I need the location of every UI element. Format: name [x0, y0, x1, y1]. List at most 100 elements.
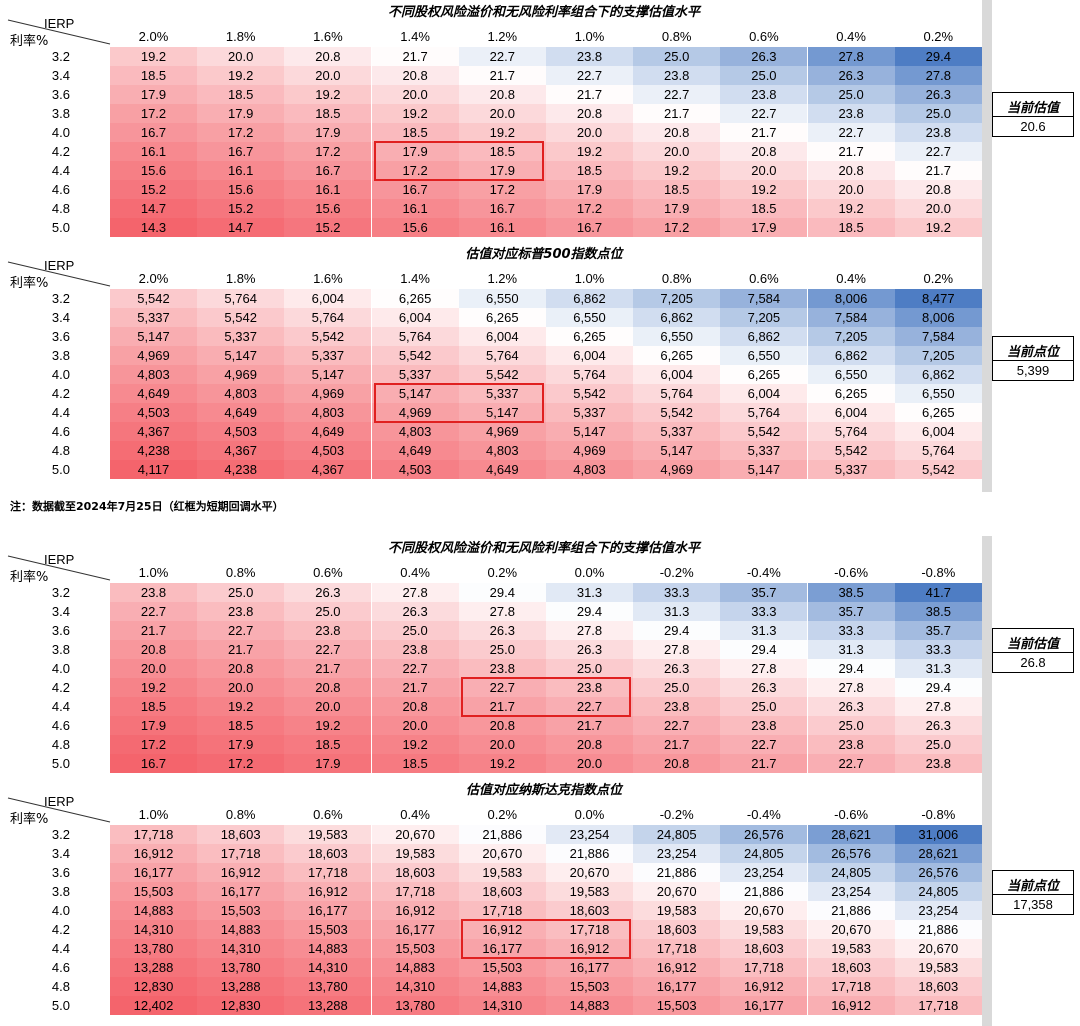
heatmap-cell: 17,718 — [720, 958, 808, 977]
heatmap-cell: 16,912 — [110, 844, 197, 863]
heatmap-cell: 15.2 — [110, 180, 197, 199]
heatmap-cell: 17,718 — [894, 996, 982, 1015]
heatmap-cell: 23.8 — [633, 66, 721, 85]
corner-col-label: IERP — [44, 258, 75, 273]
heatmap-cell: 18,603 — [894, 977, 982, 996]
heatmap-cell: 22.7 — [371, 659, 459, 678]
heatmap-cell: 21.7 — [546, 85, 633, 104]
heatmap-cell: 23.8 — [894, 754, 982, 773]
row-header: 4.8 — [51, 443, 70, 458]
heatmap-cell: 26,576 — [894, 863, 982, 882]
column-header: 1.0% — [138, 565, 169, 580]
heatmap-cell: 17.9 — [197, 735, 285, 754]
column-header: 0.8% — [661, 29, 692, 44]
row-header: 4.4 — [51, 941, 70, 956]
heatmap-cell: 21,886 — [894, 920, 982, 939]
current-value: 20.6 — [993, 116, 1073, 136]
heatmap-cell: 22.7 — [894, 142, 982, 161]
heatmap-cell: 38.5 — [894, 602, 982, 621]
heatmap-cell: 18.5 — [197, 85, 285, 104]
heatmap-cell: 29.4 — [894, 678, 982, 697]
heatmap-cell: 5,337 — [633, 422, 721, 441]
row-header: 3.2 — [51, 585, 70, 600]
heatmap-cell: 21.7 — [894, 161, 982, 180]
heatmap-cell: 17.9 — [284, 754, 372, 773]
heatmap-cell: 4,969 — [197, 365, 285, 384]
heatmap-cell: 5,764 — [458, 346, 546, 365]
heatmap-cell: 4,649 — [458, 460, 546, 479]
heatmap-cell: 6,265 — [807, 384, 895, 403]
heatmap-cell: 23.8 — [284, 621, 372, 640]
heatmap-cell: 6,004 — [546, 346, 633, 365]
heatmap-cell: 5,147 — [458, 403, 546, 422]
heatmap-cell: 4,649 — [197, 403, 285, 422]
heatmap-cell: 21,886 — [720, 882, 808, 901]
corner-diagonal-line — [7, 261, 111, 287]
corner-header — [0, 18, 111, 46]
heatmap-cell: 20.0 — [197, 47, 285, 66]
heatmap-cell: 29.4 — [720, 640, 808, 659]
heatmap-cell: 4,503 — [110, 403, 197, 422]
heatmap-cell: 13,288 — [110, 958, 197, 977]
current-value-box: 当前点位 5,399 — [992, 336, 1074, 381]
heatmap-cell: 6,004 — [284, 289, 372, 308]
current-value: 5,399 — [993, 360, 1073, 380]
heatmap-cell: 18,603 — [197, 825, 285, 844]
heatmap-cell: 4,117 — [110, 460, 197, 479]
heatmap-cell: 4,649 — [371, 441, 459, 460]
column-header: -0.4% — [746, 565, 781, 580]
heatmap-cell: 29.4 — [633, 621, 721, 640]
heatmap-cell: 19,583 — [371, 844, 459, 863]
heatmap-cell: 23.8 — [807, 104, 895, 123]
heatmap-cell: 23.8 — [633, 697, 721, 716]
heatmap-cell: 20.8 — [633, 123, 721, 142]
heatmap-cell: 19,583 — [284, 825, 372, 844]
heatmap-cell: 21.7 — [110, 621, 197, 640]
heatmap-cell: 8,006 — [894, 308, 982, 327]
row-header: 4.2 — [51, 386, 70, 401]
heatmap-cell: 5,764 — [633, 384, 721, 403]
heatmap-cell: 4,803 — [110, 365, 197, 384]
heatmap-cell: 16.1 — [371, 199, 459, 218]
column-header: 0.4% — [836, 29, 866, 44]
heatmap-cell: 31.3 — [546, 583, 633, 602]
current-value-box: 当前估值 26.8 — [992, 628, 1074, 673]
heatmap-cell: 29.4 — [807, 659, 895, 678]
heatmap-cell: 17.9 — [458, 161, 546, 180]
heatmap-cell: 5,542 — [110, 289, 197, 308]
heatmap-cell: 6,004 — [807, 403, 895, 422]
heatmap-cell: 15,503 — [371, 939, 459, 958]
current-value: 26.8 — [993, 652, 1073, 672]
heatmap-cell: 25.0 — [894, 104, 982, 123]
heatmap-cell: 14.3 — [110, 218, 197, 237]
heatmap-cell: 21,886 — [546, 844, 633, 863]
heatmap-cell: 16,177 — [110, 863, 197, 882]
row-header: 5.0 — [51, 998, 70, 1013]
heatmap-cell: 25.0 — [720, 697, 808, 716]
heatmap-cell: 26,576 — [720, 825, 808, 844]
heatmap-cell: 5,147 — [110, 327, 197, 346]
heatmap-cell: 26.3 — [894, 716, 982, 735]
heatmap-cell: 17.2 — [546, 199, 633, 218]
heatmap-cell: 15.6 — [197, 180, 285, 199]
heatmap-cell: 19.2 — [720, 180, 808, 199]
row-header: 4.0 — [51, 903, 70, 918]
heatmap-cell: 17,718 — [458, 901, 546, 920]
heatmap-cell: 31.3 — [807, 640, 895, 659]
heatmap-cell: 4,969 — [458, 422, 546, 441]
heatmap-cell: 17.2 — [197, 123, 285, 142]
heatmap-cell: 14,883 — [371, 958, 459, 977]
heatmap-cell: 14,883 — [284, 939, 372, 958]
heatmap-cell: 21.7 — [807, 142, 895, 161]
heatmap-cell: 6,550 — [633, 327, 721, 346]
heatmap-cell: 38.5 — [807, 583, 895, 602]
column-header: 1.4% — [400, 271, 430, 286]
heatmap-cell: 21.7 — [720, 123, 808, 142]
heatmap-cell: 20,670 — [371, 825, 459, 844]
divider-bar — [982, 780, 992, 1026]
column-header: 1.0% — [574, 271, 605, 286]
current-value-label: 当前点位 — [1006, 345, 1059, 360]
heatmap-cell: 19.2 — [807, 199, 895, 218]
heatmap-cell: 8,477 — [894, 289, 982, 308]
heatmap-cell: 24,805 — [894, 882, 982, 901]
